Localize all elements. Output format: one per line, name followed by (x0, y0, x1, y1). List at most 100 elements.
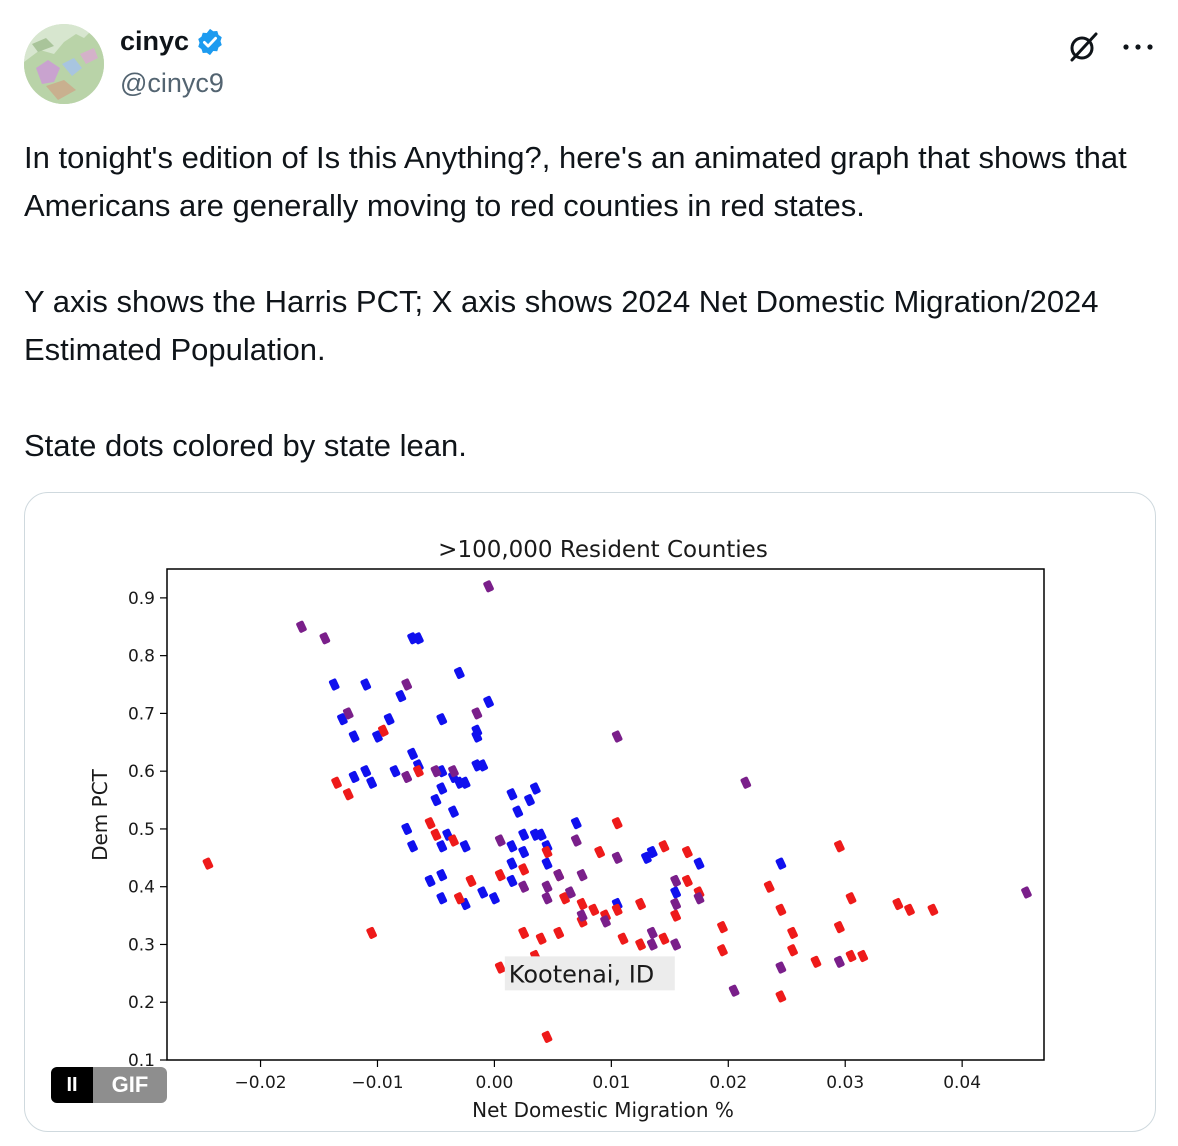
red-county-point (518, 863, 529, 876)
author-avatar[interactable] (24, 24, 104, 104)
blue-county-point (430, 794, 442, 807)
red-county-point (611, 903, 623, 916)
purple-county-point (1021, 886, 1032, 899)
verified-badge-icon (198, 28, 222, 55)
blue-county-point (646, 846, 658, 859)
purple-county-point (611, 730, 623, 743)
x-axis-label: Net Domestic Migration % (472, 1098, 734, 1122)
purple-county-point (541, 880, 553, 893)
annotation-background (504, 956, 675, 991)
tweet-actions-top (1066, 30, 1154, 64)
red-county-point (413, 765, 424, 778)
grok-icon[interactable] (1066, 30, 1100, 64)
gif-badge[interactable]: II GIF (51, 1067, 167, 1103)
purple-county-point (570, 834, 582, 847)
blue-county-point (436, 892, 448, 905)
red-county-point (658, 932, 670, 945)
purple-county-point (576, 909, 588, 922)
blue-county-point (524, 794, 535, 807)
red-county-point (904, 903, 915, 916)
author-handle[interactable]: @cinyc9 (120, 68, 224, 98)
purple-county-point (319, 632, 331, 645)
pause-button[interactable]: II (51, 1067, 93, 1103)
red-county-point (658, 840, 670, 853)
blue-county-point (775, 857, 787, 870)
blue-county-point (530, 782, 541, 795)
purple-county-point (565, 886, 576, 899)
red-county-point (682, 874, 693, 887)
author-name-row[interactable]: cinyc (120, 26, 225, 57)
y-axis: 0.1 0.2 0.3 0.4 0.5 0.6 0.7 0.8 0.9 (128, 589, 167, 1071)
purple-county-point (553, 869, 565, 882)
purple-county-point (296, 620, 307, 633)
blue-county-point (413, 632, 424, 645)
blue-county-point (570, 817, 582, 830)
red-county-point (927, 903, 939, 916)
blue-county-point (506, 840, 518, 853)
blue-county-point (454, 666, 465, 679)
blue-county-point (471, 759, 483, 772)
blue-county-point (372, 730, 383, 743)
y-tick-label: 0.3 (128, 935, 155, 955)
red-county-point (541, 1030, 553, 1043)
blue-county-point (506, 788, 518, 801)
blue-county-point (337, 713, 348, 726)
x-axis: −0.02 −0.01 0.00 0.01 0.02 0.03 0.04 (234, 1060, 981, 1093)
purple-county-point (670, 874, 681, 887)
red-county-point (378, 724, 389, 737)
red-county-point (845, 950, 857, 963)
y-tick-label: 0.5 (128, 820, 155, 840)
red-county-point (576, 898, 588, 911)
blue-county-point (506, 874, 518, 887)
purple-county-point (401, 678, 413, 691)
blue-county-point (424, 874, 436, 887)
blue-county-point (483, 695, 494, 708)
red-county-point (717, 944, 728, 957)
red-county-point (775, 903, 787, 916)
red-county-point (494, 869, 506, 882)
blue-county-point (348, 770, 360, 783)
blue-county-point (518, 846, 529, 859)
blue-county-point (348, 730, 360, 743)
purple-county-point (740, 776, 752, 789)
media-gif[interactable]: >100,000 Resident Counties 0.1 0.2 0.3 0.4 0… (24, 492, 1156, 1132)
blue-county-point (366, 776, 377, 789)
purple-county-point (600, 915, 611, 928)
more-icon[interactable] (1122, 42, 1154, 52)
purple-county-point (646, 926, 658, 939)
x-tick-label: −0.01 (351, 1073, 403, 1093)
red-county-point (682, 846, 693, 859)
purple-county-point (670, 898, 681, 911)
blue-county-point (541, 857, 553, 870)
blue-county-point (395, 690, 407, 703)
red-county-point (331, 776, 342, 789)
red-county-point (541, 846, 553, 859)
blue-county-point (535, 828, 547, 841)
x-tick-label: 0.03 (826, 1073, 864, 1093)
author-name[interactable]: cinyc (120, 26, 190, 56)
red-county-point (424, 817, 436, 830)
blue-county-point (436, 840, 448, 853)
scatter-chart: >100,000 Resident Counties 0.10.20.30.40… (88, 537, 1045, 1122)
red-county-point (611, 817, 623, 830)
red-county-point (559, 892, 570, 905)
blue-county-point (477, 886, 489, 899)
x-tick-label: 0.01 (592, 1073, 630, 1093)
red-county-point (617, 932, 629, 945)
tweet-text: In tonight's edition of Is this Anything… (24, 140, 1127, 463)
y-tick-label: 0.4 (128, 878, 155, 898)
x-tick-label: 0.00 (475, 1073, 513, 1093)
red-county-point (834, 840, 845, 853)
blue-county-point (407, 840, 418, 853)
blue-county-point (436, 782, 448, 795)
red-county-point (834, 921, 845, 934)
red-county-point (717, 921, 728, 934)
red-county-point (366, 926, 377, 939)
purple-county-point (518, 880, 529, 893)
annotation: Kootenai, ID (504, 956, 675, 991)
blue-county-point (401, 822, 413, 835)
y-tick-label: 0.1 (128, 1051, 155, 1071)
blue-county-point (693, 857, 705, 870)
purple-county-point (611, 851, 623, 864)
blue-county-point (360, 678, 372, 691)
